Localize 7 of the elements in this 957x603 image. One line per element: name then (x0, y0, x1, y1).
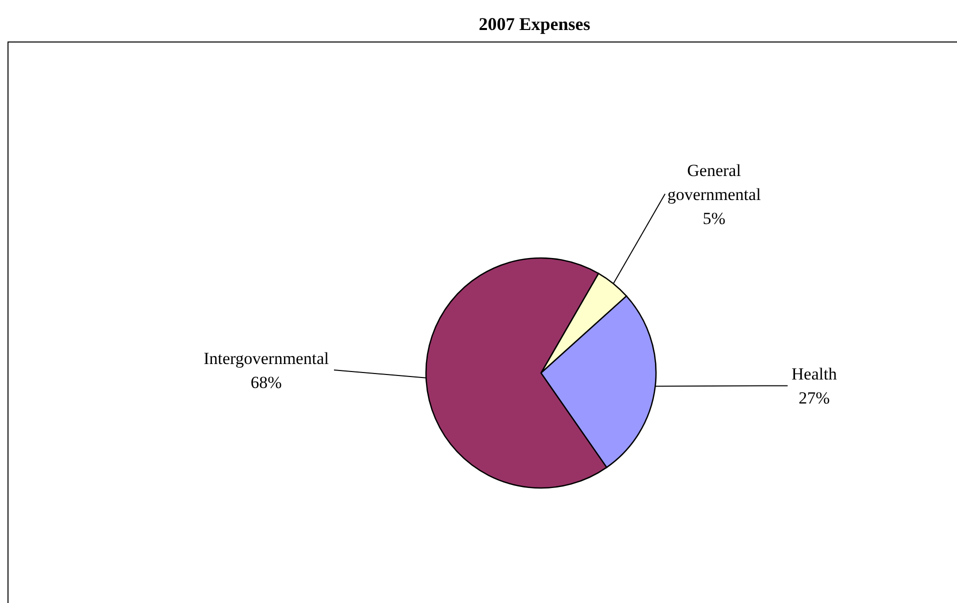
slice-label: Health (792, 364, 838, 384)
data-label: 5% (702, 208, 726, 228)
chart-title: 2007 Expenses (478, 14, 590, 34)
slice-label: Intergovernmental (204, 349, 330, 368)
data-label: 27% (798, 388, 830, 408)
data-label: 68% (250, 373, 282, 392)
slice-label: General governmental (667, 160, 762, 204)
